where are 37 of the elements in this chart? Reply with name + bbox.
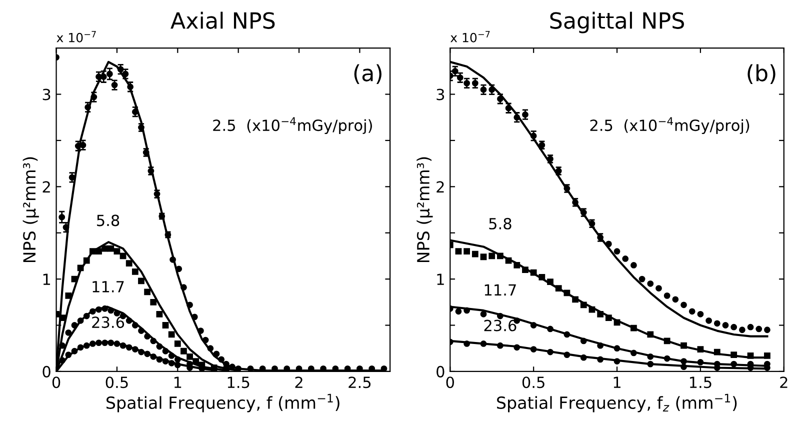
annotation: 23.6 <box>92 316 124 328</box>
x-tick-label: 1.5 <box>690 376 712 388</box>
y-tick-label: 1 <box>437 274 444 285</box>
y-tick-label: 2 <box>42 181 50 192</box>
annotation: (a) <box>354 64 382 84</box>
x-tick-label: 2 <box>295 376 302 388</box>
annotation: 2.5 (x10$^{−4}$mGy/proj) <box>213 117 372 134</box>
annotation: 2.5 (x10$^{−4}$mGy/proj) <box>590 117 750 134</box>
y-tick-label: 3 <box>436 88 444 100</box>
x-axis-title: Spatial Frequency, f (mm$^{−1}$) <box>106 394 340 412</box>
x-tick-label: 0.5 <box>522 376 544 388</box>
y-axis-title: NPS (μ²mm³) <box>22 157 39 262</box>
y-tick-label: 3 <box>42 88 50 100</box>
x-tick-label: 1.5 <box>228 376 250 388</box>
x-tick-label: 2.5 <box>348 376 371 388</box>
chart-title: Axial NPS <box>170 12 275 29</box>
x-tick-label: 1 <box>174 376 182 388</box>
annotation: 23.6 <box>484 320 516 332</box>
x-tick-label: 0 <box>446 376 454 388</box>
y-tick-label: 1 <box>43 274 50 285</box>
annotation: (b) <box>748 64 776 84</box>
text: x 10$^{−7}$ <box>450 30 490 42</box>
y-tick-label: 2 <box>436 181 444 192</box>
x-tick-label: 1 <box>614 376 620 388</box>
annotation: 11.7 <box>484 284 516 296</box>
x-tick-label: 2 <box>780 376 788 388</box>
annotation: 5.8 <box>97 214 120 226</box>
y-axis-title: NPS (μ²mm³) <box>416 157 433 262</box>
x-tick-label: 0 <box>52 376 60 388</box>
y-tick-label: 0 <box>436 366 444 378</box>
x-axis-title: Spatial Frequency, f$_{z}$ (mm$^{−1}$) <box>497 394 737 412</box>
y-tick-label: 0 <box>42 366 50 378</box>
x-tick-label: 0.5 <box>106 376 128 388</box>
annotation: 5.8 <box>489 218 512 230</box>
annotation: 11.7 <box>92 281 124 292</box>
chart-title: Sagittal NPS <box>550 12 684 34</box>
text: x 10$^{−7}$ <box>56 30 96 42</box>
